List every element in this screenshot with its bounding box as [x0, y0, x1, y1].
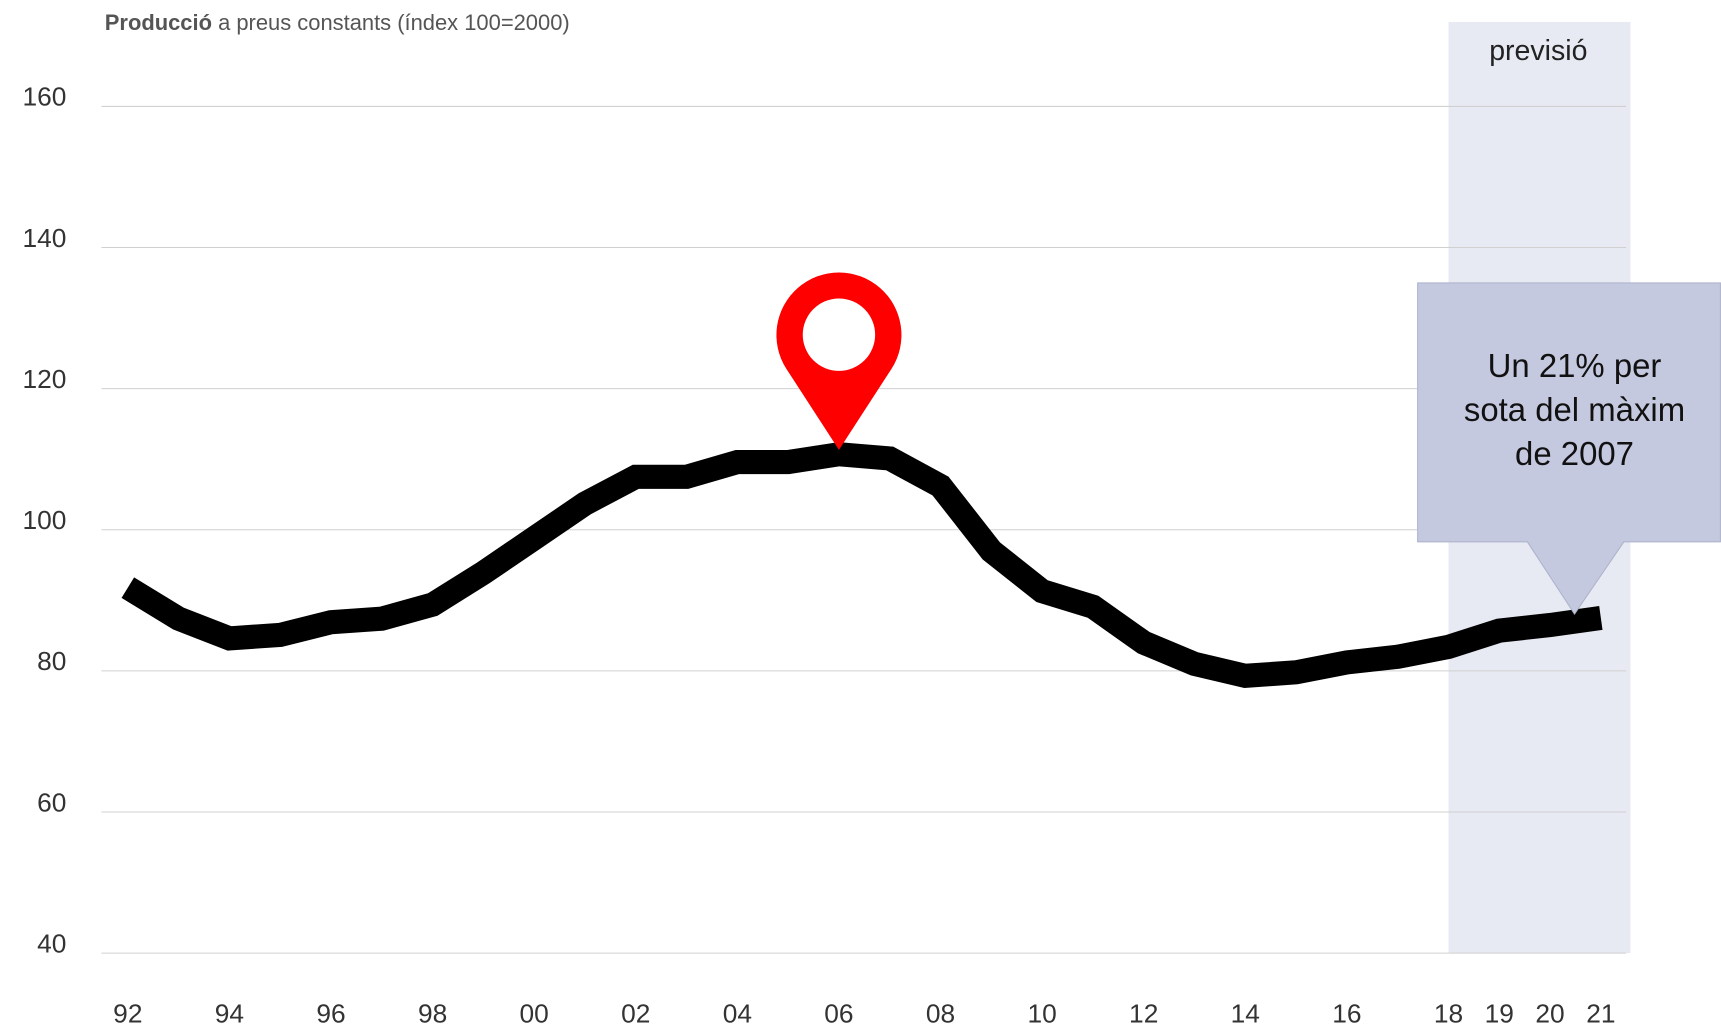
x-tick-label: 08 — [926, 999, 955, 1029]
y-tick-label: 100 — [23, 505, 67, 535]
callout-text: sota del màxim — [1464, 391, 1685, 428]
x-tick-label: 06 — [824, 999, 853, 1029]
x-tick-label: 12 — [1129, 999, 1158, 1029]
x-tick-label: 00 — [520, 999, 549, 1029]
x-tick-label: 92 — [113, 999, 142, 1029]
peak-marker — [776, 272, 902, 450]
x-tick-label: 02 — [621, 999, 650, 1029]
x-tick-label: 98 — [418, 999, 447, 1029]
y-tick-label: 160 — [23, 82, 67, 112]
y-tick-label: 120 — [23, 364, 67, 394]
x-tick-label: 19 — [1485, 999, 1514, 1029]
pin-hole — [802, 298, 876, 371]
x-tick-label: 10 — [1027, 999, 1056, 1029]
callout: Un 21% per sota del màxim de 2007 — [1417, 282, 1721, 616]
x-tick-label: 18 — [1434, 999, 1463, 1029]
chart-title: Producció a preus constants (índex 100=2… — [105, 10, 570, 35]
y-tick-label: 60 — [37, 787, 66, 817]
y-tick-label: 80 — [37, 646, 66, 676]
line — [121, 442, 1603, 688]
x-tick-label: 16 — [1332, 999, 1361, 1029]
y-tick-label: 40 — [37, 928, 66, 958]
callout-box — [1417, 282, 1721, 616]
x-tick-label: 94 — [215, 999, 244, 1029]
x-tick-label: 20 — [1535, 999, 1564, 1029]
y-tick-label: 140 — [23, 223, 67, 253]
x-tick-label: 21 — [1586, 999, 1615, 1029]
forecast-label: previsió — [1489, 35, 1587, 67]
x-tick-label: 96 — [316, 999, 345, 1029]
x-tick-label: 04 — [723, 999, 752, 1029]
callout-text: de 2007 — [1515, 435, 1634, 472]
callout-text: Un 21% per — [1488, 347, 1662, 384]
x-tick-label: 14 — [1231, 999, 1260, 1029]
title-rest: a preus constants (índex 100=2000) — [218, 10, 570, 35]
title-bold: Producció — [105, 10, 212, 35]
